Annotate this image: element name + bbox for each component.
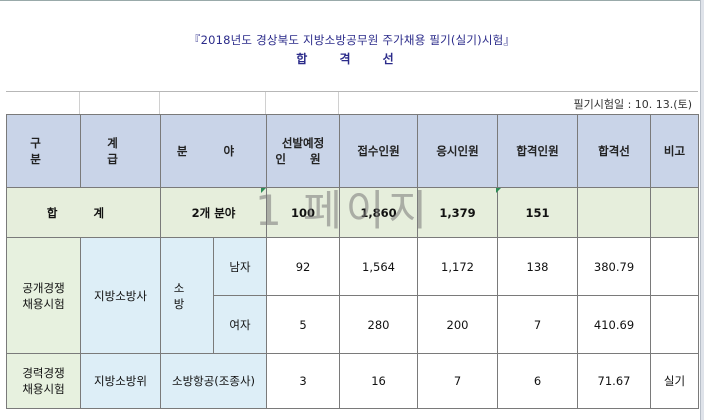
cell-comment-marker [496,188,501,193]
row-field: 소 방 [160,237,214,354]
row-passers: 6 [497,353,579,409]
table-row: 공개경쟁 채용시험 지방소방사 소 방 남자 92 1,564 1,172 13… [6,237,700,354]
total-row: 합 계 2개 분야 100 1,860 1,379 151 [6,187,700,238]
row-applicants: 16 [339,353,419,409]
header-takers: 응시인원 [417,114,499,188]
row-level: 지방소방위 [80,353,161,409]
table-header-row: 구 분 계 급 분 야 선발예정 인 원 접수인원 응시인원 합격인원 합격선 … [6,114,700,188]
total-label: 합 계 [6,187,161,238]
table-row: 여자 5 280 200 7 410.69 [7,295,700,354]
header-passers: 합격인원 [497,114,579,188]
row-category: 경력경쟁 채용시험 [6,353,81,409]
document-title-block: 『2018년도 경상북도 지방소방공무원 주가채용 필기(실기)시험』 합 격 … [6,20,698,90]
row-level: 지방소방사 [80,237,161,354]
row-takers: 7 [417,353,499,409]
cell-comment-marker [261,188,266,193]
total-takers: 1,379 [417,187,499,238]
row-remarks: 실기 [650,353,700,409]
header-remarks: 비고 [650,114,700,188]
header-applicants: 접수인원 [339,114,419,188]
row-cutoff: 380.79 [577,237,652,296]
total-remarks [650,187,700,238]
row-planned: 92 [266,237,341,296]
header-field: 분 야 [159,114,268,188]
row-planned: 3 [266,353,341,409]
header-cutoff: 합격선 [577,114,652,188]
row-gender: 여자 [212,295,268,354]
exam-date: 필기시험일 : 10. 13.(토) [573,98,693,111]
row-planned: 5 [266,295,341,354]
row-passers: 138 [497,237,579,296]
results-table: 구 분 계 급 분 야 선발예정 인 원 접수인원 응시인원 합격인원 합격선 … [6,114,700,409]
document-title: 『2018년도 경상북도 지방소방공무원 주가채용 필기(실기)시험』 [188,33,516,47]
total-cutoff [577,187,652,238]
header-level: 계 급 [80,114,161,188]
total-applicants: 1,860 [339,187,419,238]
page-top-border [0,0,704,1]
row-field: 소방항공(조종사) [159,353,268,409]
row-takers: 200 [417,295,499,354]
row-takers: 1,172 [417,237,499,296]
table-row: 경력경쟁 채용시험 지방소방위 소방항공(조종사) 3 16 7 6 71.67… [6,353,700,409]
row-passers: 7 [497,295,579,354]
total-field: 2개 분야 [159,187,268,238]
total-passers: 151 [497,187,579,238]
total-planned: 100 [266,187,341,238]
row-applicants: 1,564 [339,237,419,296]
exam-date-row: 필기시험일 : 10. 13.(토) [6,91,698,114]
header-category: 구 분 [6,114,81,188]
page-right-edge [700,0,704,420]
row-cutoff: 410.69 [577,295,652,354]
row-remarks [650,237,700,296]
row-gender: 남자 [212,237,268,296]
header-planned: 선발예정 인 원 [266,114,341,188]
document-subtitle: 합 격 선 [296,52,408,66]
row-category: 공개경쟁 채용시험 [6,237,81,354]
row-cutoff: 71.67 [577,353,652,409]
row-remarks [650,295,700,354]
row-applicants: 280 [339,295,419,354]
